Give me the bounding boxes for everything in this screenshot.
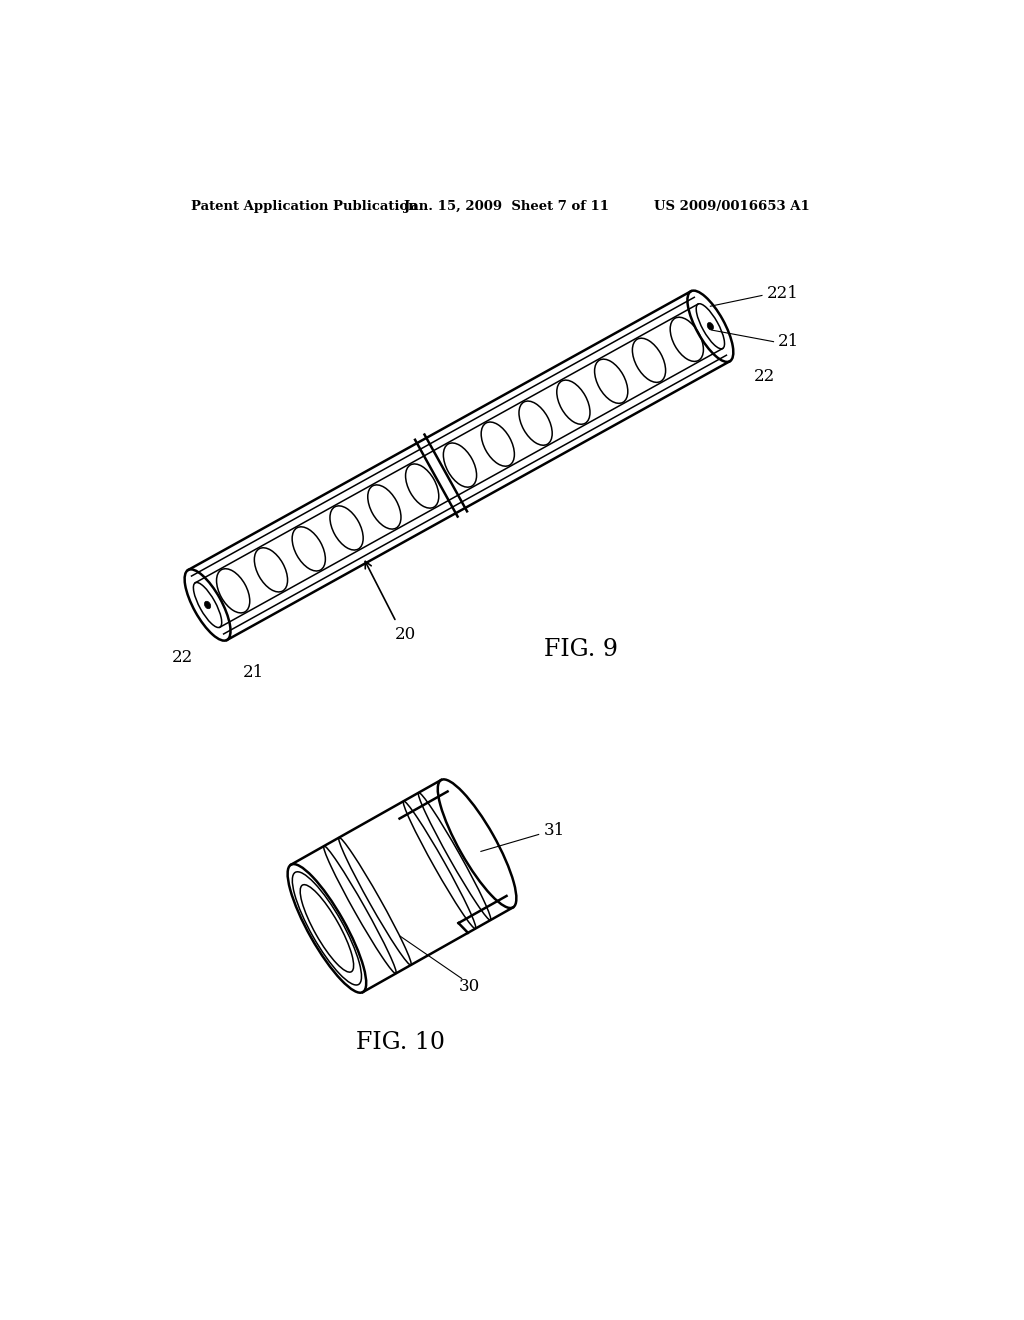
Text: 221: 221 [767,285,799,302]
Text: Jan. 15, 2009  Sheet 7 of 11: Jan. 15, 2009 Sheet 7 of 11 [403,199,609,213]
Text: 31: 31 [544,822,565,840]
Text: 22: 22 [172,649,194,665]
Text: 21: 21 [778,333,800,350]
Ellipse shape [205,601,211,609]
Text: 21: 21 [243,664,264,681]
Text: 22: 22 [755,368,775,385]
Text: US 2009/0016653 A1: US 2009/0016653 A1 [654,199,810,213]
Text: 30: 30 [459,978,480,995]
Text: Patent Application Publication: Patent Application Publication [190,199,418,213]
Text: FIG. 9: FIG. 9 [544,638,618,661]
Text: FIG. 10: FIG. 10 [355,1031,444,1053]
Ellipse shape [708,322,714,330]
Text: 20: 20 [395,626,416,643]
